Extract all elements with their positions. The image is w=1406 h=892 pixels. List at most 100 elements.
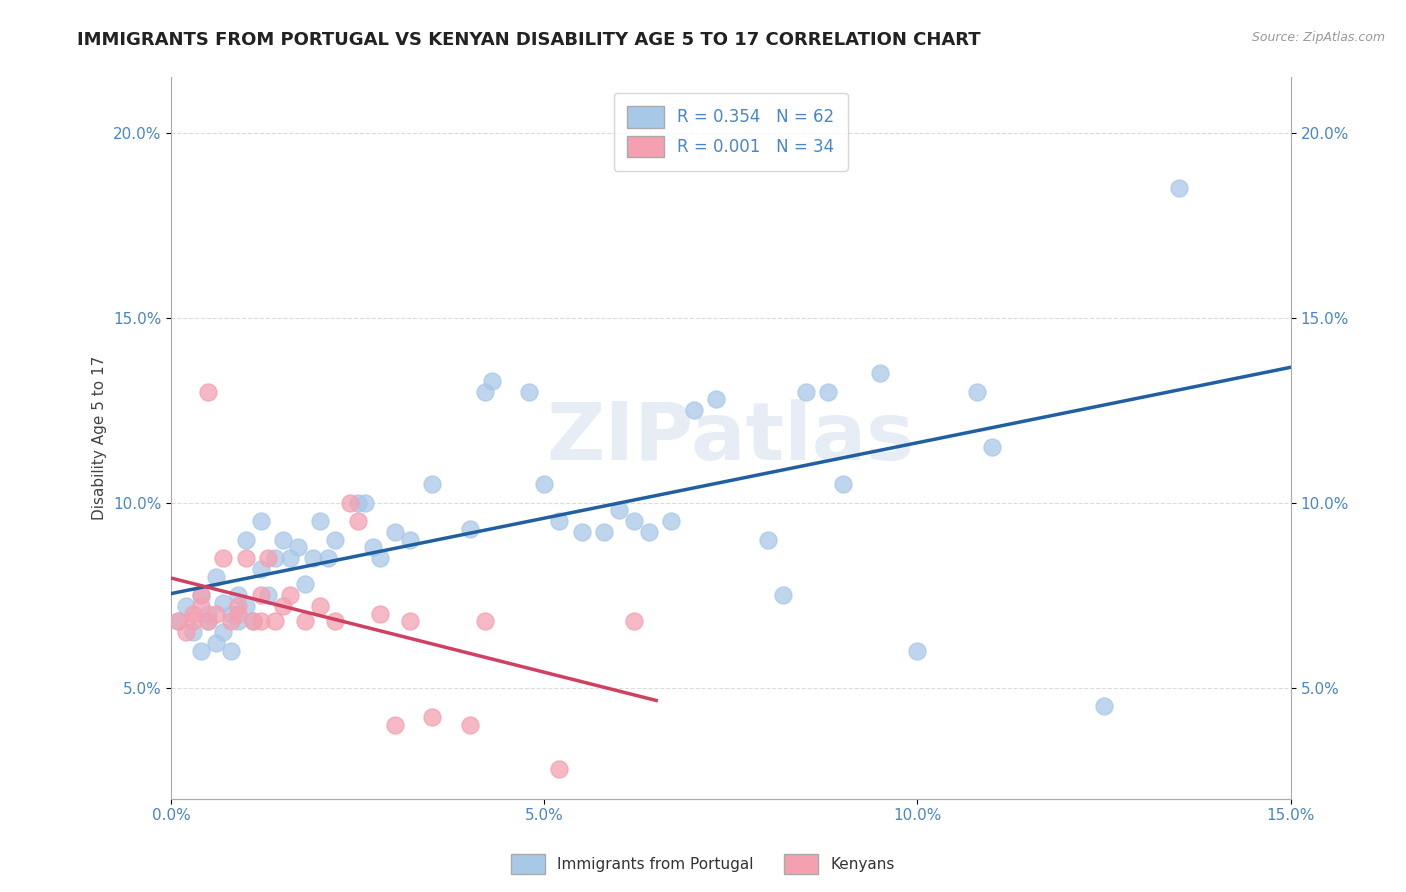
Point	[294, 614, 316, 628]
Point	[309, 599, 332, 614]
Point	[756, 533, 779, 547]
Point	[183, 625, 205, 640]
Point	[571, 525, 593, 540]
Point	[183, 614, 205, 628]
Point	[212, 625, 235, 640]
Point	[212, 596, 235, 610]
Legend: Immigrants from Portugal, Kenyans: Immigrants from Portugal, Kenyans	[505, 848, 901, 880]
Point	[517, 384, 540, 399]
Point	[235, 551, 257, 566]
Point	[682, 403, 704, 417]
Point	[659, 514, 682, 528]
Point	[226, 599, 249, 614]
Point	[361, 540, 384, 554]
Point	[301, 551, 323, 566]
Point	[368, 551, 391, 566]
Point	[197, 614, 219, 628]
Point	[257, 551, 280, 566]
Point	[190, 588, 212, 602]
Point	[458, 718, 481, 732]
Point	[235, 533, 257, 547]
Point	[264, 614, 287, 628]
Point	[271, 533, 294, 547]
Point	[458, 522, 481, 536]
Point	[204, 636, 226, 650]
Point	[1167, 181, 1189, 195]
Point	[399, 533, 422, 547]
Point	[271, 599, 294, 614]
Point	[323, 614, 346, 628]
Point	[368, 607, 391, 621]
Point	[354, 496, 377, 510]
Point	[346, 514, 368, 528]
Point	[190, 644, 212, 658]
Point	[817, 384, 839, 399]
Point	[794, 384, 817, 399]
Point	[384, 525, 406, 540]
Legend: R = 0.354   N = 62, R = 0.001   N = 34: R = 0.354 N = 62, R = 0.001 N = 34	[614, 93, 848, 171]
Point	[174, 599, 197, 614]
Point	[772, 588, 794, 602]
Point	[623, 514, 645, 528]
Point	[190, 588, 212, 602]
Point	[280, 588, 302, 602]
Point	[346, 496, 368, 510]
Point	[264, 551, 287, 566]
Point	[242, 614, 264, 628]
Point	[197, 614, 219, 628]
Point	[607, 503, 630, 517]
Text: Source: ZipAtlas.com: Source: ZipAtlas.com	[1251, 31, 1385, 45]
Point	[226, 614, 249, 628]
Point	[257, 588, 280, 602]
Point	[190, 599, 212, 614]
Point	[420, 477, 443, 491]
Point	[167, 614, 190, 628]
Point	[981, 441, 1004, 455]
Point	[339, 496, 361, 510]
Point	[197, 384, 219, 399]
Point	[183, 607, 205, 621]
Point	[219, 614, 242, 628]
Point	[219, 607, 242, 621]
Point	[399, 614, 422, 628]
Point	[219, 644, 242, 658]
Point	[474, 614, 496, 628]
Point	[204, 607, 226, 621]
Text: IMMIGRANTS FROM PORTUGAL VS KENYAN DISABILITY AGE 5 TO 17 CORRELATION CHART: IMMIGRANTS FROM PORTUGAL VS KENYAN DISAB…	[77, 31, 981, 49]
Point	[637, 525, 659, 540]
Point	[481, 374, 503, 388]
Point	[226, 588, 249, 602]
Point	[287, 540, 309, 554]
Point	[226, 607, 249, 621]
Point	[197, 607, 219, 621]
Point	[474, 384, 496, 399]
Point	[420, 710, 443, 724]
Point	[235, 599, 257, 614]
Point	[593, 525, 616, 540]
Point	[242, 614, 264, 628]
Point	[384, 718, 406, 732]
Point	[548, 514, 571, 528]
Point	[623, 614, 645, 628]
Point	[204, 570, 226, 584]
Point	[323, 533, 346, 547]
Point	[294, 577, 316, 591]
Point	[174, 625, 197, 640]
Point	[249, 562, 271, 576]
Point	[212, 551, 235, 566]
Point	[907, 644, 929, 658]
Y-axis label: Disability Age 5 to 17: Disability Age 5 to 17	[93, 356, 107, 520]
Point	[316, 551, 339, 566]
Point	[309, 514, 332, 528]
Text: ZIPatlas: ZIPatlas	[547, 399, 915, 477]
Point	[966, 384, 988, 399]
Point	[704, 392, 727, 407]
Point	[548, 762, 571, 776]
Point	[249, 614, 271, 628]
Point	[869, 367, 891, 381]
Point	[1092, 699, 1115, 714]
Point	[533, 477, 555, 491]
Point	[249, 514, 271, 528]
Point	[249, 588, 271, 602]
Point	[167, 614, 190, 628]
